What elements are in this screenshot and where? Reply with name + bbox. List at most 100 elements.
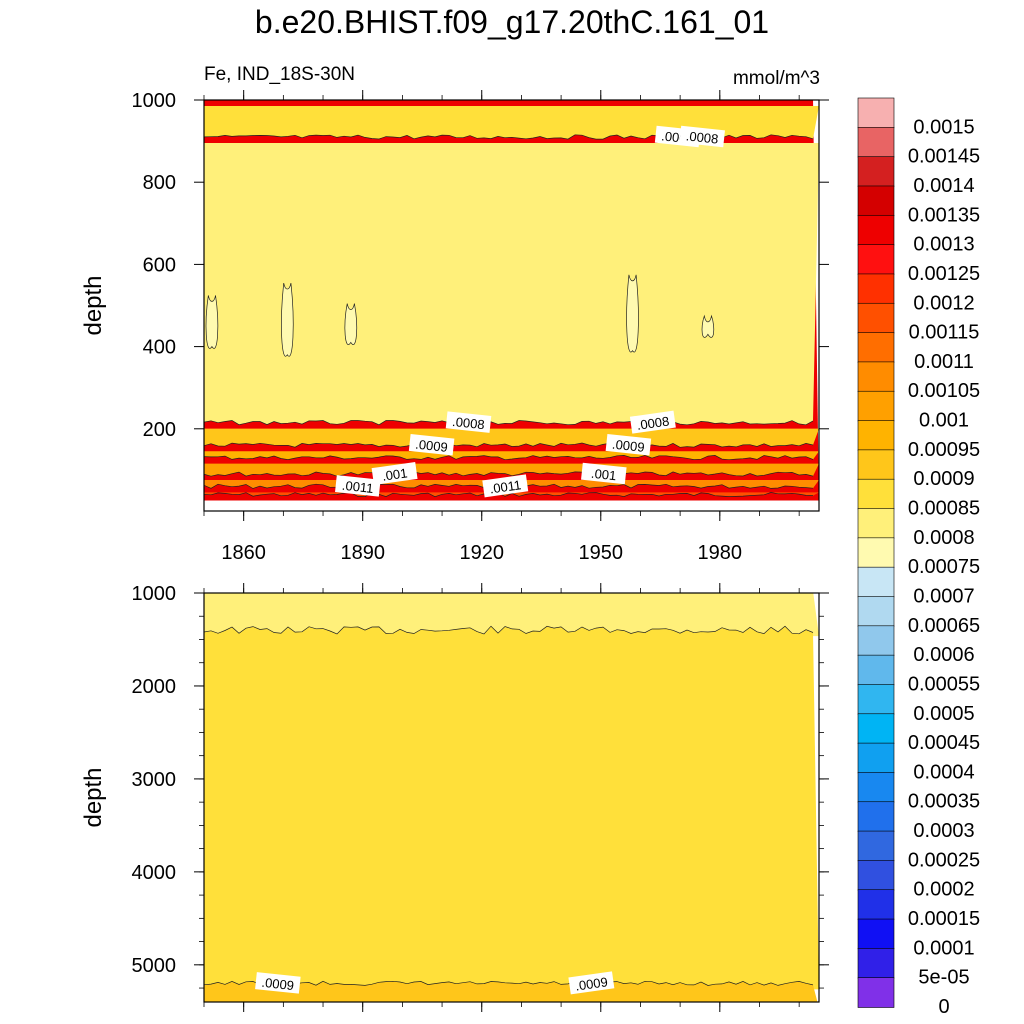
plot-frame xyxy=(203,592,820,1003)
plot-area: .0011.001.0009.0008.0011.001.0009.0008.0… xyxy=(204,100,819,501)
colorbar-label: 5e-05 xyxy=(918,967,969,989)
contour-label-bg xyxy=(581,462,627,485)
colorbar-label: 0.0003 xyxy=(913,820,974,842)
colorbar-swatch xyxy=(857,713,895,744)
colorbar-swatch xyxy=(857,390,895,422)
contour-band xyxy=(204,593,819,637)
contour-label-bg xyxy=(255,972,301,994)
contour-label-text: .0008 xyxy=(636,413,670,432)
colorbar-swatch xyxy=(857,977,895,1008)
colorbar-label: 0.0013 xyxy=(913,234,974,256)
contour-label: .0009 xyxy=(605,433,652,456)
contour-label-bg xyxy=(371,462,418,485)
lower-panel: .0009 .0009 1000 2000 3000 4000 5000 depth xyxy=(80,583,829,1012)
contour-line xyxy=(204,471,814,477)
colorbar-swatch xyxy=(857,332,895,363)
contour-label-text: .001 xyxy=(381,465,408,483)
contour-label-text: .0011 xyxy=(341,478,374,496)
contour-label: .0009 xyxy=(408,433,455,456)
colorbar-label: 0.00145 xyxy=(908,146,980,168)
colorbar-swatch xyxy=(857,420,895,451)
y-axis-label: depth xyxy=(80,767,107,827)
contour-label: .0009 xyxy=(255,972,301,994)
x-tick-label: 1860 xyxy=(221,542,266,564)
low-value-patch xyxy=(701,314,715,338)
colorbar: 0.0015 0.00145 0.0014 0.00135 0.0013 0.00125 0… xyxy=(857,97,980,1018)
colorbar-label: 0.00085 xyxy=(908,498,980,520)
colorbar-swatch xyxy=(857,273,895,305)
colorbar-label: 0.00015 xyxy=(908,908,980,930)
colorbar-swatch xyxy=(857,625,895,656)
y-tick-label: 5000 xyxy=(132,955,177,977)
colorbar-label: 0 xyxy=(938,996,949,1018)
colorbar-swatch xyxy=(857,214,895,246)
y-axis-label: depth xyxy=(80,275,107,335)
colorbar-label: 0.0007 xyxy=(913,585,974,607)
contour-label: .0008 xyxy=(445,411,492,433)
colorbar-label: 0.0001 xyxy=(913,937,974,959)
colorbar-swatch xyxy=(857,97,895,129)
contour-label-text: .0009 xyxy=(611,437,645,455)
contour-label-bg xyxy=(445,411,492,433)
contour-label: .001 xyxy=(371,462,418,485)
contour-line xyxy=(204,442,814,448)
x-tick-label: 1980 xyxy=(698,542,743,564)
colorbar-swatch xyxy=(857,127,895,158)
colorbar-swatch xyxy=(857,361,895,393)
colorbar-label: 0.00125 xyxy=(908,263,980,285)
contour-label: .001 xyxy=(581,462,627,485)
contour-label-bg xyxy=(568,971,615,995)
colorbar-swatch xyxy=(857,772,895,803)
x-tick-label: 1920 xyxy=(459,542,504,564)
contour-label-bg xyxy=(335,475,381,497)
colorbar-label: 0.00065 xyxy=(908,615,980,637)
colorbar-label: 0.0004 xyxy=(913,761,974,783)
contour-band xyxy=(204,106,819,140)
colorbar-swatch xyxy=(857,302,895,334)
colorbar-label: 0.00045 xyxy=(908,732,980,754)
upper-panel: .0011.001.0009.0008.0011.001.0009.0008.0… xyxy=(80,90,829,564)
x-tick-label: 1950 xyxy=(579,542,624,564)
plot-frame xyxy=(203,99,820,512)
colorbar-swatch xyxy=(857,566,895,598)
contour-label: .0008 xyxy=(629,410,676,434)
colorbar-swatch xyxy=(857,684,895,715)
contour-label-bg xyxy=(482,474,529,498)
contour-label-bg xyxy=(629,410,676,434)
colorbar-swatch xyxy=(857,449,895,480)
contour-label-text: .001 xyxy=(590,466,617,484)
contour-line xyxy=(204,980,814,986)
colorbar-label: 0.00095 xyxy=(908,439,980,461)
contour-line xyxy=(204,625,814,635)
contour-band xyxy=(204,142,819,425)
contour-line xyxy=(204,420,814,426)
colorbar-label: 0.00105 xyxy=(908,380,980,402)
plot-area: .0009 .0009 xyxy=(204,593,819,1002)
colorbar-label: 0.00075 xyxy=(908,556,980,578)
colorbar-label: 0.00035 xyxy=(908,791,980,813)
contour-band xyxy=(204,463,819,477)
colorbar-label: 0.0005 xyxy=(913,703,974,725)
chart-title: b.e20.BHIST.f09_g17.20thC.161_01 xyxy=(254,4,770,40)
contour-line xyxy=(204,492,814,498)
contour-label-text: .0008 xyxy=(451,414,485,432)
contour-label-bg xyxy=(605,433,652,456)
colorbar-label: 0.0011 xyxy=(914,351,974,373)
contour-label: .0011 xyxy=(335,475,381,497)
contour-line xyxy=(204,455,814,461)
colorbar-label: 0.00115 xyxy=(909,322,980,344)
contour-label-text: .0009 xyxy=(415,437,449,455)
y-tick-label: 3000 xyxy=(132,769,177,791)
chart-subtitle-left: Fe, IND_18S-30N xyxy=(204,64,356,85)
contour-label-text: .0009 xyxy=(574,974,608,993)
low-value-patch xyxy=(281,282,294,357)
colorbar-swatch xyxy=(857,948,895,979)
low-value-patch xyxy=(344,303,358,345)
contour-label-text: .0008 xyxy=(685,128,719,146)
contour-band xyxy=(204,428,819,448)
colorbar-label: 0.0014 xyxy=(913,175,974,197)
colorbar-swatch xyxy=(857,918,895,950)
colorbar-swatch xyxy=(857,508,895,539)
y-tick-label: 1000 xyxy=(132,583,177,605)
